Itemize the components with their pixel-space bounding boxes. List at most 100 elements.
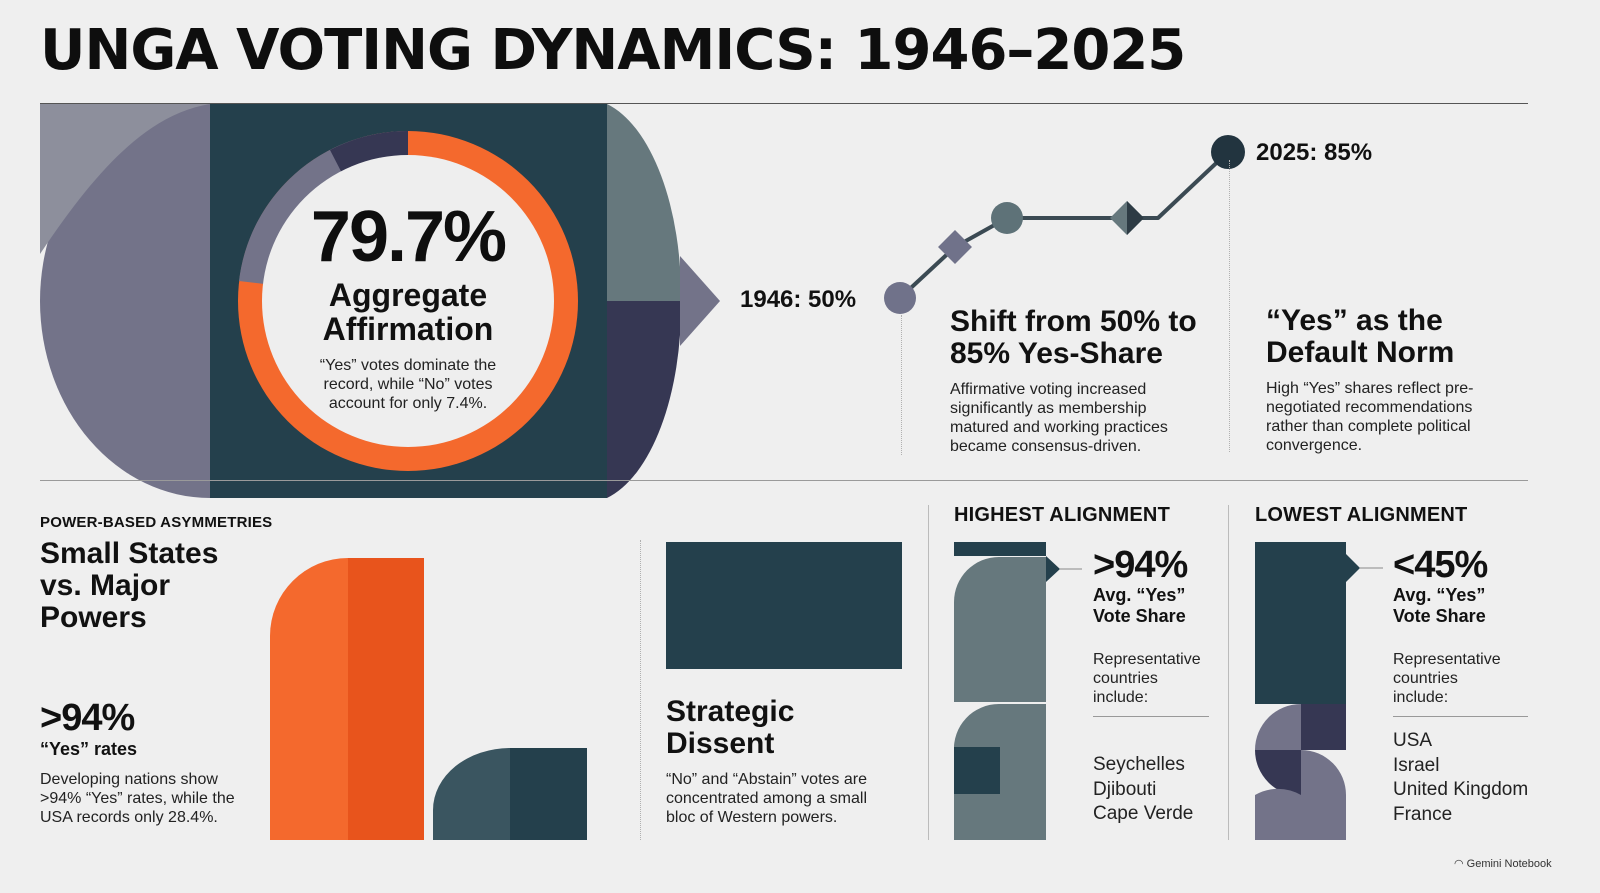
trend-point-mid [991,202,1023,234]
lowest-bottom-block [1255,795,1346,840]
dissent-block-graphic [666,542,902,669]
lowest-quarter-3 [1301,750,1346,795]
norm-heading-line2: Default Norm [1266,336,1455,369]
highest-rep-line3: include: [1093,689,1149,706]
aggregate-note-line3: account for only 7.4%. [328,395,488,412]
aggregate-label-line1: Aggregate [328,277,488,313]
lowest-pointer [1346,554,1360,582]
dissent-heading: Strategic Dissent [666,696,794,760]
power-body: Developing nations show >94% “Yes” rates… [40,770,270,827]
hero-left-halfdisc [40,104,210,498]
shift-body-line4: became consensus-driven. [950,438,1142,455]
highest-country: Cape Verde [1093,803,1194,824]
shift-body-line3: matured and working practices [950,419,1168,436]
trend-point-2025 [1211,135,1245,169]
lowest-sub-line1: Avg. “Yes” [1393,585,1486,605]
highest-divider [928,505,929,840]
highest-head: HIGHEST ALIGNMENT [954,504,1170,526]
power-body-line1: Developing nations show [40,771,218,788]
hero-top-left-wedge [40,104,210,254]
lowest-sub: Avg. “Yes” Vote Share [1393,585,1486,627]
aggregate-label-line2: Affirmation [322,311,494,347]
trend-diamond-late [1110,201,1144,235]
aggregate-note-line2: record, while “No” votes [323,376,493,393]
major-powers-bar-dark [510,748,587,840]
sparkle-icon: ◠ [1454,858,1467,870]
trend-point-1946 [884,282,916,314]
major-powers-bar-light [433,748,510,840]
lowest-list-divider [1393,716,1528,717]
shift-body-line1: Affirmative voting increased [950,381,1147,398]
highest-sub-line1: Avg. “Yes” [1093,585,1186,605]
power-body-line3: USA records only 28.4%. [40,809,218,826]
dissent-body-line1: “No” and “Abstain” votes are [666,771,867,788]
highest-country: Seychelles [1093,754,1185,775]
donut-center-text: 79.7% Aggregate Affirmation “Yes” votes … [258,196,558,413]
title-divider [40,103,1528,104]
aggregate-note-line1: “Yes” votes dominate the [319,357,497,374]
highest-pointer [1046,556,1060,582]
highest-list-divider [1093,716,1209,717]
lowest-country: France [1393,803,1453,825]
norm-body-line2: negotiated recommendations [1266,399,1473,416]
highest-country-list: Seychelles Djibouti Cape Verde [1093,753,1193,827]
credit-text: Gemini Notebook [1466,858,1552,870]
shift-heading-line1: Shift from 50% to [950,305,1197,338]
highest-rep-line2: countries [1093,670,1158,687]
power-stat: >94% [40,697,135,739]
highest-sub: Avg. “Yes” Vote Share [1093,585,1186,627]
shift-heading-line2: 85% Yes-Share [950,337,1163,370]
shift-body-line2: significantly as membership [950,400,1147,417]
lowest-bottom-curve [1255,788,1301,795]
lowest-stat: <45% [1393,544,1488,586]
dissent-body: “No” and “Abstain” votes are concentrate… [666,770,916,827]
hero-arrow [680,256,720,346]
highest-country: Djibouti [1093,778,1157,800]
dissent-body-line2: concentrated among a small [666,790,867,807]
trend-end-label: 2025: 85% [1256,139,1373,166]
dissent-heading-line2: Dissent [666,727,775,760]
hero-right-halfdisc-bottom [607,301,682,498]
norm-heading-line1: “Yes” as the [1266,304,1443,337]
highest-stat: >94% [1093,544,1188,586]
power-heading: Small States vs. Major Powers [40,538,218,634]
lowest-graphic [1255,542,1383,840]
highest-sub-line2: Vote Share [1093,606,1186,626]
dissent-heading-line1: Strategic [666,695,795,728]
small-states-bar-light [270,558,348,840]
yes-share-trend-graphic [884,135,1245,314]
dissent-divider [640,540,641,840]
hero-graphic [40,104,720,498]
power-heading-line3: Powers [40,601,147,634]
lowest-top-block [1255,542,1346,704]
highest-rep-line1: Representative [1093,651,1201,668]
power-kicker: POWER-BASED ASYMMETRIES [40,514,273,531]
power-body-line2: >94% “Yes” rates, while the [40,790,235,807]
lowest-rep: Representative countries include: [1393,650,1501,707]
highest-rep: Representative countries include: [1093,650,1201,707]
norm-body-line4: convergence. [1266,437,1363,454]
lowest-quarter-1 [1255,704,1301,750]
trend-start-label: 1946: 50% [740,286,857,313]
power-heading-line1: Small States [40,537,219,570]
norm-body-line3: rather than complete political [1266,418,1471,435]
donut-chart [238,130,578,471]
norm-body-line1: High “Yes” shares reflect pre- [1266,380,1474,397]
hero-right-halfdisc-top [607,104,682,301]
lowest-quarter-2 [1255,750,1301,796]
highest-upper-shape [954,557,1046,702]
lowest-rep-line1: Representative [1393,651,1501,668]
aggregate-percent: 79.7% [310,197,507,277]
shift-block: Shift from 50% to 85% Yes-Share Affirmat… [950,306,1230,456]
power-heading-line2: vs. Major [40,569,171,602]
lowest-country: USA [1393,730,1433,751]
highest-dark-block [954,747,1000,794]
power-bars-graphic [270,558,587,840]
lowest-country-list: USA Israel United Kingdom France [1393,729,1528,827]
highest-graphic [954,542,1082,840]
shift-divider [901,315,902,455]
page-title: UNGA VOTING DYNAMICS: 1946–2025 [40,18,1186,83]
norm-block: “Yes” as the Default Norm High “Yes” sha… [1266,305,1546,455]
lowest-head: LOWEST ALIGNMENT [1255,504,1468,526]
norm-divider [1229,160,1230,452]
